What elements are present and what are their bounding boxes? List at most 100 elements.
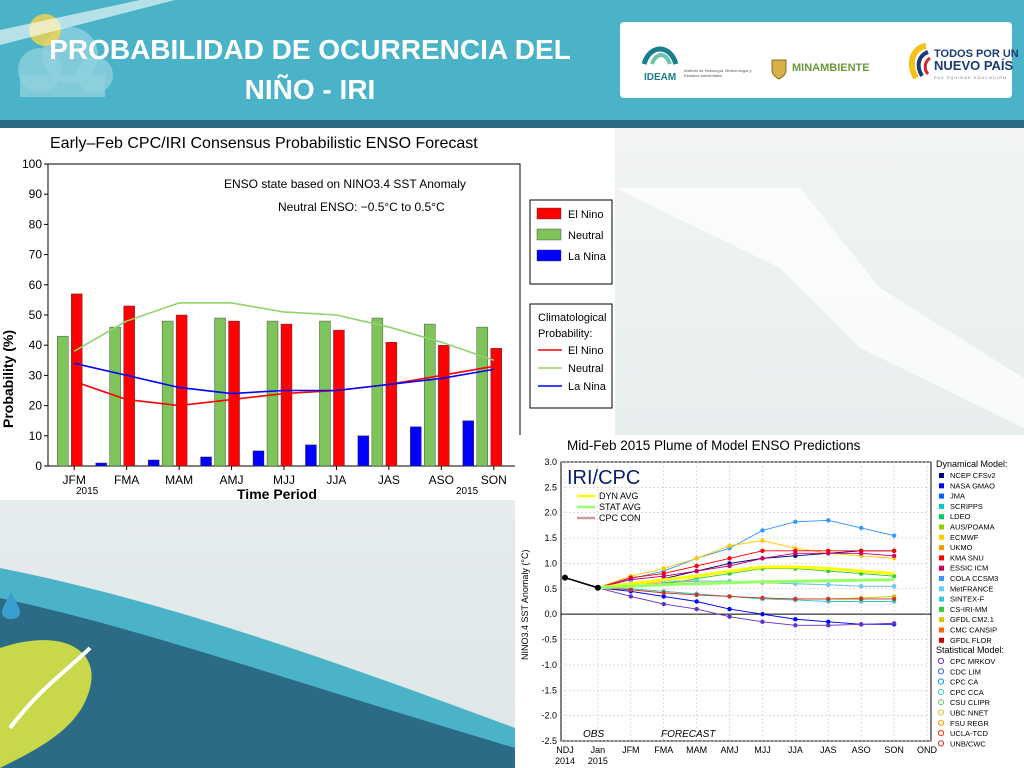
chart2-dynamical-label: NASA GMAO [950,481,995,490]
chart2-inset-legend-label: STAT AVG [599,502,641,512]
chart2-model-point [891,553,897,559]
chart2-dynamical-label: ESSIC ICM [950,564,988,573]
chart2-model-point [760,556,765,561]
cloud-icon [0,0,175,97]
chart1-bar-la-nina [147,459,160,467]
chart2-model-line [597,587,895,625]
chart2-year-label: 2014 [555,756,575,766]
chart2-model-point [891,533,897,538]
chart2-statistical-label: CPC MRKOV [950,657,995,666]
chart1-annotation-line1: ENSO state based on NINO3.4 SST Anomaly [224,177,466,191]
chart2-y-tick-label: 1.5 [544,533,557,543]
chart2-x-tick-label: AMJ [721,745,739,755]
page-title-line2: NIÑO - IRI [244,74,376,105]
chart2-dynamical-label: GFDL CM2.1 [950,615,994,624]
chart2-dynamical-marker [939,534,944,540]
chart2-model-line [597,587,895,600]
chart2-statistical-marker [937,668,945,675]
todos-logo-line1: TODOS POR UN [934,48,1019,60]
chart2-dynamical-label: KMA SNU [950,553,984,562]
chart1-legend-label: El Nino [568,209,603,221]
chart2-model-point [628,594,634,599]
chart2-dynamical-marker [939,555,944,561]
chart2-model-point [760,619,765,624]
chart2-model-point [661,590,666,596]
chart2-y-tick-label: 2.0 [544,508,557,518]
chart2-model-point [661,573,666,579]
chart1-bar-el-nino [175,314,188,467]
chart2-model-point [793,596,798,602]
chart2-model-line [597,587,895,602]
chart2-dynamical-marker [939,627,944,633]
chart1-bar-el-nino [280,323,293,467]
chart2-model-point [694,606,699,612]
chart2-model-point [826,619,831,624]
chart1-y-tick-label: 30 [29,368,43,382]
chart1-legend-swatch [536,249,562,262]
ideam-logo-subtitle: Instituto de Hidrología, Meteorología y … [684,68,752,78]
chart2-model-point [858,584,864,589]
chart2-x-tick-label: SON [884,745,904,755]
chart2-dynamical-label: ECMWF [950,533,979,542]
chart1-legend-label: La Nina [568,251,607,263]
chart1-climatology-line-el-nino [73,365,494,407]
chart2-model-line [597,587,895,626]
chart2-model-point [891,596,897,602]
chart1-climatology-line-neutral [73,302,495,362]
todos-por-un-nuevo-pais-logo [908,43,931,80]
chart2-y-tick-label: 1.0 [544,558,557,568]
chart2-y-tick-label: 2.5 [544,482,557,492]
chart1-x-tick-label: JJA [326,473,346,487]
chart2-model-point [793,519,798,525]
chart2-dynamical-marker [939,637,944,643]
chart1-bar-neutral [371,317,384,467]
chart1-climatology-line-la-nina [74,362,494,395]
chart1-y-tick-label: 10 [29,429,43,443]
chart1-y-tick-label: 50 [29,308,43,322]
chart1-bar-el-nino [71,293,83,467]
chart2-x-tick-label: MAM [686,745,707,755]
chart2-dynamical-marker [939,545,944,551]
chart2-model-point [760,528,765,533]
chart2-statistical-marker [937,657,945,665]
chart1-bar-neutral [424,323,436,467]
chart2-model-point [694,599,699,604]
chart2-statistical-marker [937,740,945,747]
chart2-model-point [891,573,897,579]
chart2-x-tick-label: JAS [820,745,837,755]
chart2-dynamical-marker [939,524,944,530]
chart1-y-tick-label: 20 [29,399,43,413]
chart2-model-point [727,556,732,561]
chart1-bar-la-nina [252,450,265,467]
chart2-statistical-label: CSU CLIPR [950,698,991,707]
chart2-dynamical-marker [939,586,944,592]
chart1-bar-el-nino [333,329,345,467]
chart2-observed-point [594,584,601,591]
chart1-bar-el-nino [438,344,450,467]
chart2-model-point [760,548,765,553]
chart2-brand-label: IRI/CPC [567,467,640,489]
chart2-average-line-dyn-avg [597,565,895,590]
chart2-model-point [793,623,798,628]
chart2-model-point [826,623,831,628]
chart2-statistical-label: FSU REGR [950,719,989,728]
chart2-dynamical-marker [939,596,944,602]
chart2-model-line [597,519,895,589]
chart2-title: Mid-Feb 2015 Plume of Model ENSO Predict… [567,438,861,453]
todos-logo-line2: NUEVO PAÍS [934,58,1014,73]
chart2-statistical-label: UBC NNET [950,709,989,718]
chart2-model-point [891,548,897,553]
chart2-statistical-marker [937,688,945,695]
chart2-model-line [597,552,895,589]
chart2-observed-point [562,574,568,581]
chart2-model-point [727,543,732,548]
chart2-y-tick-label: 0.5 [544,584,557,594]
chart1-bar-el-nino [490,348,502,467]
chart2-y-tick-label: -1.5 [541,685,557,695]
chart2-x-tick-label: FMA [654,745,673,755]
chart2-dynamical-marker [939,493,944,499]
chart2-dynamical-marker [939,617,944,623]
chart2-model-point [858,525,864,531]
chart2-dynamical-title: Dynamical Model: [936,459,1008,469]
